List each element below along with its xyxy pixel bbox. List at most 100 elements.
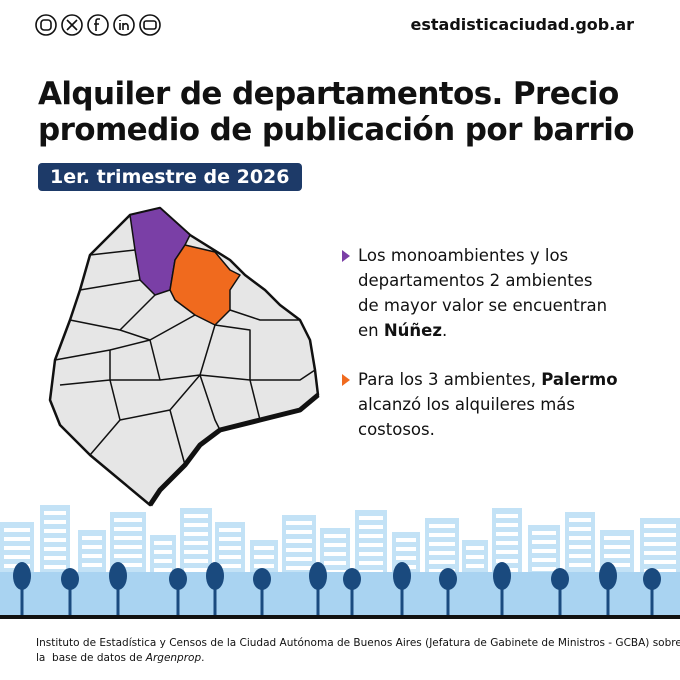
window-row: [359, 525, 383, 529]
tree-trunk: [20, 585, 24, 615]
tree-crown: [169, 568, 187, 590]
bullet: Para los 3 ambientes, Palermo alcanzó los…: [342, 367, 618, 442]
window-row: [569, 563, 591, 567]
window-row: [44, 565, 66, 569]
tree-crown: [599, 562, 617, 590]
baseline: [0, 615, 680, 619]
tree-trunk: [558, 585, 562, 615]
window-row: [184, 514, 208, 518]
window-row: [466, 555, 484, 559]
tree-trunk: [350, 585, 354, 615]
text-segment: .: [441, 321, 448, 340]
window-row: [4, 546, 30, 550]
window-row: [644, 551, 676, 555]
window-row: [114, 554, 142, 558]
tree-trunk: [606, 585, 610, 615]
window-row: [604, 545, 630, 549]
window-row: [286, 557, 312, 561]
window-row: [396, 547, 416, 551]
window-row: [114, 545, 142, 549]
window-row: [184, 550, 208, 554]
window-row: [219, 528, 241, 532]
tree-crown: [206, 562, 224, 590]
window-row: [532, 549, 556, 553]
window-row: [114, 518, 142, 522]
text-segment: departamentos 2 ambientes: [358, 271, 593, 290]
window-row: [82, 536, 102, 540]
text-line: Para los 3 ambientes, Palermo: [358, 367, 618, 392]
site-name: estadisticaciudad.gob.ar: [410, 15, 635, 34]
window-row: [154, 559, 172, 563]
youtube-glyph: [143, 20, 157, 30]
text-line: de mayor valor se encuentran: [358, 293, 607, 318]
tree-trunk: [316, 585, 320, 615]
text-line: la base de datos de Argenprop.: [36, 651, 680, 666]
x-glyph: [66, 19, 78, 31]
window-row: [496, 559, 518, 563]
window-row: [114, 563, 142, 567]
window-row: [429, 524, 455, 528]
text-segment: Palermo: [541, 370, 618, 389]
window-row: [604, 563, 630, 567]
tree-trunk: [213, 585, 217, 615]
bullet-marker: [342, 250, 350, 262]
facebook-icon: [87, 14, 109, 36]
window-row: [604, 536, 630, 540]
window-row: [496, 523, 518, 527]
window-row: [496, 514, 518, 518]
window-row: [396, 556, 416, 560]
text-line: en Núñez.: [358, 318, 607, 343]
window-row: [154, 541, 172, 545]
window-row: [286, 539, 312, 543]
window-row: [644, 524, 676, 528]
window-row: [154, 550, 172, 554]
tree-crown: [309, 562, 327, 590]
window-row: [114, 527, 142, 531]
title-line: Alquiler de departamentos. Precio: [38, 76, 619, 112]
tree-trunk: [176, 585, 180, 615]
window-row: [644, 569, 676, 573]
window-row: [44, 511, 66, 515]
tree-crown: [13, 562, 31, 590]
x-icon: [61, 14, 83, 36]
window-row: [496, 550, 518, 554]
tree-crown: [109, 562, 127, 590]
tree-crown: [643, 568, 661, 590]
window-row: [254, 555, 274, 559]
tree-crown: [551, 568, 569, 590]
text-segment: Núñez: [383, 321, 442, 340]
window-row: [286, 548, 312, 552]
window-row: [324, 534, 346, 538]
period-badge: 1er. trimestre de 2026: [38, 163, 302, 191]
window-row: [604, 554, 630, 558]
window-row: [466, 564, 484, 568]
window-row: [359, 561, 383, 565]
text-line: departamentos 2 ambientes: [358, 268, 607, 293]
tree-crown: [493, 562, 511, 590]
instagram-icon: [35, 14, 57, 36]
tree-crown: [61, 568, 79, 590]
text-line: Los monoambientes y los: [358, 243, 607, 268]
youtube-icon: [139, 14, 161, 36]
linkedin-glyph: [119, 20, 129, 30]
window-row: [466, 546, 484, 550]
window-row: [429, 533, 455, 537]
window-row: [359, 534, 383, 538]
window-row: [44, 538, 66, 542]
window-row: [4, 555, 30, 559]
window-row: [359, 552, 383, 556]
window-row: [644, 533, 676, 537]
window-row: [44, 556, 66, 560]
window-row: [532, 558, 556, 562]
map: [48, 206, 320, 507]
window-row: [496, 532, 518, 536]
text-segment: Los monoambientes y los: [358, 246, 569, 265]
window-row: [396, 538, 416, 542]
window-row: [4, 537, 30, 541]
window-row: [324, 552, 346, 556]
title: Alquiler de departamentos. Precio promed…: [38, 76, 635, 148]
window-row: [286, 530, 312, 534]
instagram-glyph: [40, 19, 52, 31]
